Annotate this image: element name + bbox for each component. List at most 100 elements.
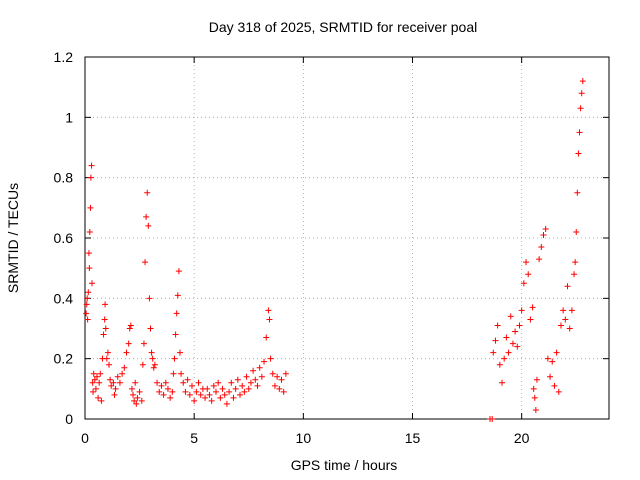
data-point [139, 361, 146, 368]
data-point [121, 364, 128, 371]
data-point [150, 364, 157, 371]
data-point [132, 379, 139, 386]
data-point [180, 379, 187, 386]
data-point [571, 271, 578, 278]
data-point [171, 355, 178, 362]
data-point [574, 189, 581, 196]
data-point [518, 307, 525, 314]
data-point [91, 376, 98, 383]
data-point [184, 376, 191, 383]
data-point [213, 388, 219, 395]
data-point [215, 379, 222, 386]
data-point [173, 310, 180, 317]
data-point [88, 280, 95, 287]
data-point [239, 382, 246, 389]
data-point [568, 307, 575, 314]
data-point [258, 373, 265, 380]
chart-title: Day 318 of 2025, SRMTID for receiver poa… [209, 19, 477, 35]
data-point [527, 316, 534, 323]
data-point [265, 307, 272, 314]
data-point [577, 105, 584, 112]
x-tick-label: 0 [81, 430, 89, 446]
data-point [149, 355, 156, 362]
plot-frame [84, 56, 610, 420]
data-point [95, 394, 102, 401]
y-tick-label: 0.4 [54, 290, 74, 306]
data-point [106, 361, 113, 368]
y-tick-label: 0.6 [54, 230, 74, 246]
data-point [108, 382, 115, 389]
data-point [494, 322, 501, 329]
data-point [101, 316, 108, 323]
data-point [119, 370, 126, 377]
data-point [490, 349, 497, 356]
data-point [97, 370, 104, 377]
data-point [529, 304, 536, 311]
data-point [217, 394, 224, 401]
data-point [221, 391, 228, 398]
data-point [127, 322, 134, 329]
data-point [112, 385, 119, 392]
data-point [202, 394, 209, 401]
y-axis-label: SRMTID / TECUs [5, 183, 21, 293]
data-point [145, 222, 152, 229]
data-point [154, 379, 161, 386]
data-point [496, 361, 503, 368]
data-point [100, 331, 107, 338]
data-point [123, 349, 130, 356]
data-point [531, 394, 538, 401]
data-point [176, 349, 183, 356]
data-point [133, 400, 140, 407]
data-point [553, 349, 560, 356]
data-point [208, 397, 215, 404]
data-point [174, 292, 181, 299]
x-axis-label: GPS time / hours [291, 457, 398, 473]
data-point [575, 150, 582, 157]
data-point [143, 213, 150, 220]
data-point [175, 268, 182, 275]
data-point [514, 343, 521, 350]
data-point [282, 370, 289, 377]
data-point [280, 388, 287, 395]
data-point [142, 259, 149, 266]
data-point [96, 379, 103, 386]
data-point [178, 370, 185, 377]
data-point [83, 301, 90, 308]
data-point [261, 358, 268, 365]
data-point [104, 349, 111, 356]
data-point [492, 337, 499, 344]
y-tick-label: 0 [65, 411, 73, 427]
data-point [232, 385, 239, 392]
data-point [94, 373, 101, 380]
data-point [90, 388, 97, 395]
data-point [263, 334, 270, 341]
data-point [138, 397, 145, 404]
data-point [193, 388, 200, 395]
data-point [542, 225, 549, 232]
data-point [84, 316, 91, 323]
data-point [169, 388, 176, 395]
data-point [197, 391, 204, 398]
data-point [85, 289, 92, 296]
data-point [162, 379, 169, 386]
data-point [241, 388, 248, 395]
data-point [256, 364, 263, 371]
data-point [92, 385, 99, 392]
data-point [557, 322, 564, 329]
axis-ticks: 0 5 10 15 20 0 0.2 0.4 0.6 0.8 1 1.2 [54, 49, 609, 446]
data-point [267, 355, 274, 362]
data-point [564, 283, 571, 290]
data-point [83, 310, 90, 317]
data-point [572, 259, 579, 266]
y-tick-label: 1 [65, 109, 73, 125]
x-tick-label: 10 [296, 430, 312, 446]
y-tick-label: 0.2 [54, 351, 74, 367]
data-point [134, 394, 141, 401]
data-point [499, 379, 506, 386]
x-tick-label: 20 [514, 430, 530, 446]
data-point [245, 385, 252, 392]
data-point [562, 316, 569, 323]
data-point [266, 316, 273, 323]
data-point [126, 325, 133, 332]
data-point [540, 231, 547, 238]
